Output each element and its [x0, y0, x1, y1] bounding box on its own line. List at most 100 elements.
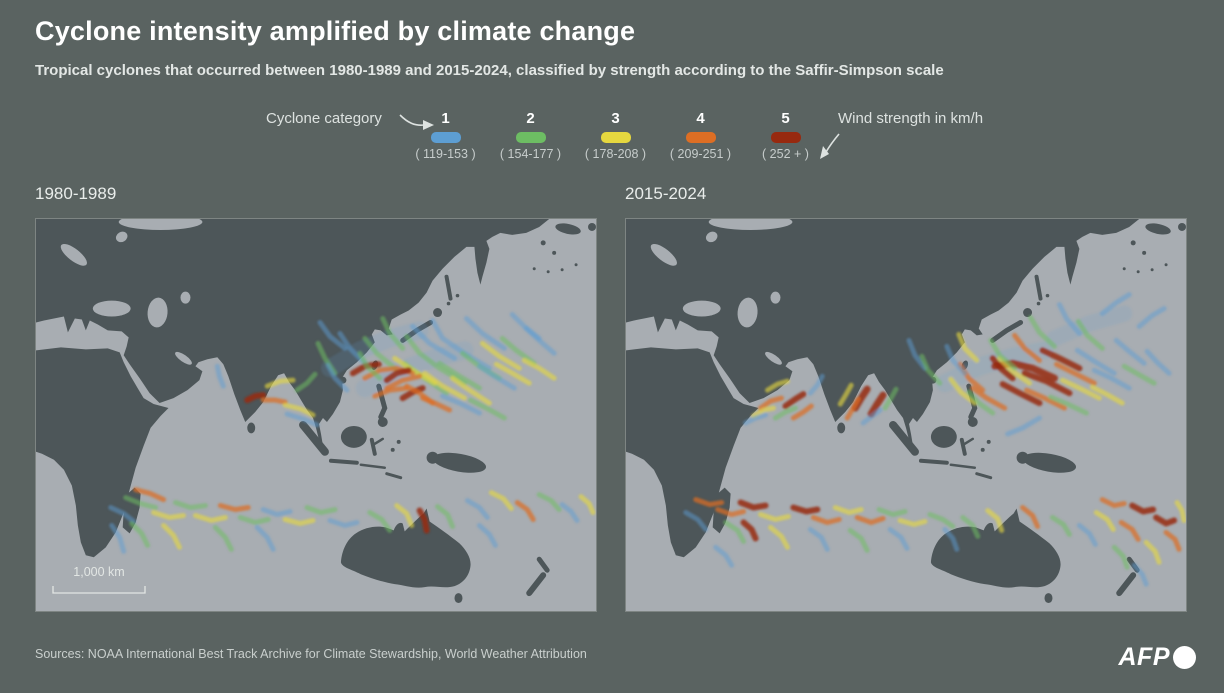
legend-chip: [600, 132, 631, 143]
cyclone-track-category-3: [192, 513, 228, 523]
cyclone-track-category-2: [212, 524, 234, 552]
cyclone-track-category-3: [282, 402, 316, 418]
cyclone-track-category-5: [1039, 347, 1083, 372]
cyclone-track-category-3: [578, 494, 596, 515]
cyclone-track-category-2: [437, 360, 482, 391]
cyclone-track-category-2: [237, 514, 271, 525]
cyclone-track-category-2: [723, 519, 747, 544]
cyclone-track-category-1: [109, 522, 127, 554]
cyclone-track-category-3: [161, 522, 182, 550]
cyclone-track-category-2: [1047, 394, 1089, 416]
cyclone-track-category-1: [325, 362, 350, 393]
cyclone-track-category-3: [758, 512, 791, 522]
cyclone-track-category-4: [260, 397, 288, 405]
scale-bar-line: [52, 586, 146, 594]
cyclone-track-category-1: [1074, 347, 1117, 376]
cyclone-track-category-3: [151, 510, 186, 520]
cyclone-track-category-1: [463, 316, 507, 351]
cyclone-track-category-1: [108, 505, 137, 524]
cyclone-track-category-4: [133, 487, 167, 503]
afp-logo: AFP: [1119, 643, 1196, 672]
down-left-arrow-icon: [820, 133, 840, 159]
cyclone-track-category-4: [1024, 387, 1067, 411]
legend-category: 3 ( 178-208 ): [573, 108, 658, 161]
cyclone-track-category-4: [844, 396, 861, 421]
legend-category: 1 ( 119-153 ): [403, 108, 488, 161]
cyclone-track-category-4: [1099, 497, 1127, 509]
scale-bar: 1,000 km: [52, 565, 146, 599]
cyclone-track-category-3: [897, 517, 928, 527]
cyclone-track-category-1: [1056, 302, 1082, 336]
cyclone-track-category-3: [488, 490, 514, 512]
cyclone-track-category-2: [435, 504, 456, 529]
cyclone-track-category-2: [536, 492, 562, 513]
cyclone-track-category-1: [254, 524, 276, 552]
cyclone-track-category-5: [737, 499, 769, 511]
cyclone-track-category-3: [956, 331, 980, 363]
cyclone-track-category-3: [394, 503, 415, 528]
legend-category-number: 4: [696, 110, 705, 127]
cyclone-track-category-3: [767, 524, 790, 550]
cyclone-track-category-2: [919, 353, 943, 386]
curved-arrow-icon: [399, 114, 434, 130]
legend-category-number: 1: [441, 110, 450, 127]
cyclone-track-category-3: [1089, 384, 1125, 406]
legend-category-range: ( 252 + ): [762, 147, 809, 161]
cyclone-track-category-5: [790, 504, 821, 515]
cyclone-track-category-3: [422, 370, 467, 401]
cyclone-track-category-1: [807, 526, 830, 552]
cyclone-track-category-4: [514, 500, 536, 522]
cyclone-track-category-2: [294, 371, 318, 393]
cyclone-track-category-4: [970, 385, 1008, 411]
cyclone-track-category-2: [173, 500, 208, 511]
cyclone-track-category-4: [1053, 361, 1097, 386]
cyclone-track-category-2: [1028, 315, 1057, 349]
cyclone-track-category-1: [214, 363, 226, 389]
cyclone-track-category-1: [1091, 367, 1132, 391]
legend-category: 2 ( 154-177 ): [488, 108, 573, 161]
cyclone-track-category-2: [927, 512, 956, 529]
cyclone-track-category-4: [217, 503, 251, 513]
cyclone-track-category-1: [440, 393, 482, 416]
cyclone-track-category-3: [282, 516, 316, 526]
cyclone-track-category-5: [1129, 502, 1157, 515]
legend-category-range: ( 119-153 ): [415, 147, 476, 161]
cyclone-track-category-1: [1099, 292, 1132, 317]
cyclone-track-category-2: [960, 514, 981, 539]
cyclone-track-category-2: [988, 337, 1018, 371]
cyclone-track-category-4: [693, 497, 725, 508]
cyclone-track-category-3: [751, 405, 776, 419]
cyclone-track-category-2: [367, 510, 393, 533]
legend-category: 5 ( 252 + ): [743, 108, 828, 161]
world-map-1980-1989: [36, 219, 596, 611]
cyclone-track-category-4: [1012, 332, 1043, 363]
cyclone-track-category-2: [966, 389, 996, 416]
cyclone-track-category-2: [380, 316, 406, 351]
cyclone-track-category-2: [404, 333, 467, 386]
cyclone-track-category-4: [1020, 505, 1041, 529]
cyclone-track-category-3: [948, 376, 978, 406]
cyclone-track-category-5: [867, 391, 887, 418]
legend-category: 4 ( 209-251 ): [658, 108, 743, 161]
cyclone-track-category-1: [476, 363, 517, 391]
legend-wind-label: Wind strength in km/h: [838, 110, 984, 127]
cyclone-track-category-5: [1153, 514, 1178, 527]
legend-category-label: Cyclone category: [266, 110, 382, 127]
cyclone-track-category-1: [1113, 337, 1147, 366]
cyclone-track-category-2: [847, 527, 870, 553]
cyclone-track-category-5: [740, 519, 759, 542]
cyclone-track-category-1: [944, 343, 968, 376]
legend-chip: [685, 132, 716, 143]
cyclone-track-category-3: [479, 340, 522, 371]
map-2015-2024: [625, 218, 1187, 612]
cyclone-track-category-4: [790, 403, 814, 421]
legend-chip: [515, 132, 546, 143]
cyclone-track-category-1: [1005, 415, 1043, 437]
cyclone-track-category-4: [758, 395, 784, 411]
cyclone-track-category-1: [464, 498, 490, 520]
cyclone-track-category-1: [906, 337, 928, 371]
cyclone-track-category-5: [782, 391, 807, 410]
legend-chip: [430, 132, 461, 143]
cyclone-track-category-4: [372, 385, 410, 399]
